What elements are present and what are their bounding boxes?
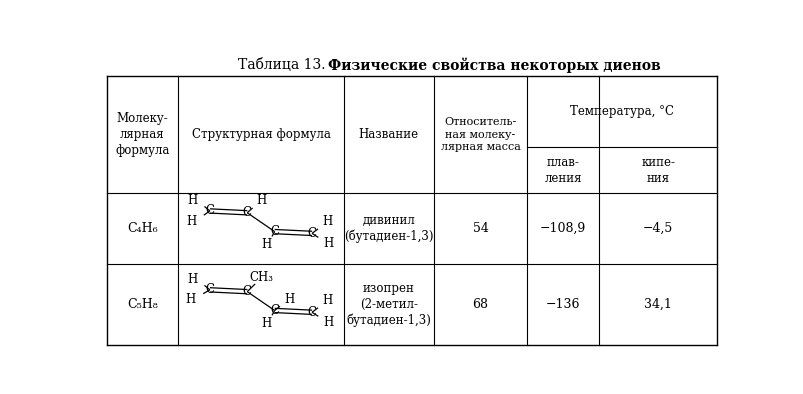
Text: −108,9: −108,9 [540, 222, 585, 235]
Text: плав-
ления: плав- ления [544, 156, 581, 185]
Text: Молеку-
лярная
формула: Молеку- лярная формула [115, 112, 169, 157]
Text: дивинил
(бутадиен-1,3): дивинил (бутадиен-1,3) [344, 214, 433, 243]
Text: C: C [205, 283, 214, 296]
Text: H: H [187, 193, 198, 206]
Text: C: C [205, 204, 214, 217]
Text: Физические свойства некоторых диенов: Физические свойства некоторых диенов [328, 58, 660, 73]
Text: C: C [308, 227, 316, 240]
Text: H: H [323, 316, 333, 329]
Text: H: H [185, 293, 195, 306]
Text: C: C [243, 285, 251, 298]
Text: C₅H₈: C₅H₈ [127, 298, 157, 311]
Text: Температура, °С: Температура, °С [569, 105, 674, 118]
Text: H: H [322, 294, 332, 307]
Text: кипе-
ния: кипе- ния [640, 156, 675, 185]
Text: H: H [187, 273, 198, 286]
Text: H: H [261, 238, 271, 251]
Text: H: H [322, 216, 332, 229]
Text: 54: 54 [472, 222, 488, 235]
Text: C₄H₆: C₄H₆ [127, 222, 157, 235]
Text: H: H [323, 237, 333, 250]
Text: C: C [243, 206, 251, 219]
Text: −4,5: −4,5 [642, 222, 672, 235]
Text: Структурная формула: Структурная формула [191, 128, 330, 141]
Text: C: C [270, 304, 279, 317]
Text: 68: 68 [472, 298, 488, 311]
Text: H: H [261, 317, 271, 330]
Text: C: C [270, 225, 279, 238]
Text: CH₃: CH₃ [249, 271, 273, 284]
Text: изопрен
(2-метил-
бутадиен-1,3): изопрен (2-метил- бутадиен-1,3) [346, 282, 430, 327]
Text: Название: Название [358, 128, 418, 141]
Text: Таблица 13.: Таблица 13. [238, 58, 328, 72]
Text: 34,1: 34,1 [643, 298, 671, 311]
Text: H: H [283, 293, 294, 306]
Text: −136: −136 [545, 298, 580, 311]
Text: C: C [308, 306, 316, 319]
Text: Относитель-
ная молеку-
лярная масса: Относитель- ная молеку- лярная масса [440, 117, 520, 152]
Text: H: H [256, 194, 267, 207]
Text: H: H [186, 215, 197, 228]
